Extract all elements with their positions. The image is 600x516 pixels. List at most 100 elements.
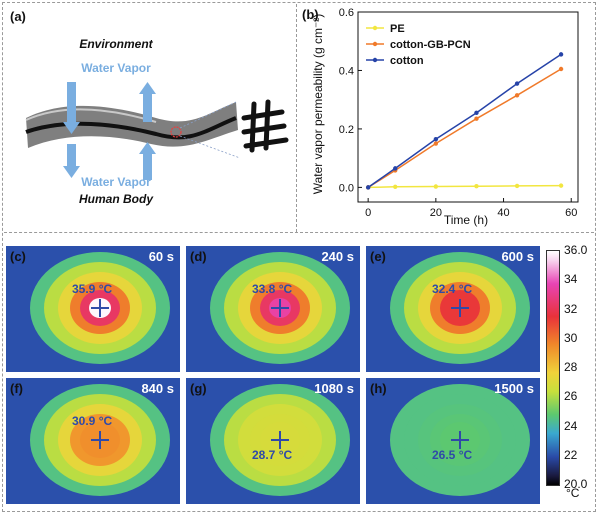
legend-marker	[372, 57, 378, 63]
panel-b-label: (b)	[302, 7, 319, 22]
data-point-cotton	[365, 185, 371, 190]
x-tick-label: 20	[430, 207, 442, 219]
chart-legend: PE cotton-GB-PCN cotton	[366, 23, 471, 67]
thermal-image: (d) 240 s 33.8 °C	[186, 246, 360, 372]
thermal-panel-label: (d)	[190, 249, 207, 264]
legend-marker	[372, 25, 378, 31]
figure-frame	[2, 2, 596, 512]
thermal-temperature-label: 28.7 °C	[252, 448, 293, 462]
chart-axes: 0 20 40 60 0.0 0.2 0.4 0.6	[339, 7, 579, 219]
thermal-heatmap	[6, 378, 180, 504]
thermal-time-label: 600 s	[501, 249, 534, 264]
data-point-cotton-GB-PCN	[514, 93, 520, 98]
plot-frame	[357, 11, 579, 203]
crosshair-icon	[271, 299, 289, 317]
water-vapor-bottom-label: Water Vapor	[81, 175, 151, 189]
colorbar-tick-label: 34	[564, 272, 578, 287]
colorbar-tick-label: 24	[564, 418, 578, 433]
data-point-cotton-GB-PCN	[558, 66, 564, 72]
colorbar-tick-label: 26	[564, 389, 578, 404]
top-divider	[296, 4, 297, 232]
middle-divider	[4, 232, 594, 233]
thermal-image: (e) 600 s 32.4 °C	[366, 246, 540, 372]
legend-label: cotton-GB-PCN	[390, 39, 471, 51]
colorbar-tick-label: 20.0	[564, 477, 588, 491]
crosshair-icon	[451, 431, 469, 449]
series-line-cotton	[367, 53, 562, 188]
magnifier-circle	[170, 126, 182, 138]
thermal-heatmap	[366, 246, 540, 372]
thermal-heatmap	[366, 378, 540, 504]
arrow-up-lower-icon	[139, 142, 156, 180]
permeability-chart: (b) 0 20 40 60 0.0 0.2 0.4 0.6 PE cotton-GB-PCN c…	[302, 7, 579, 227]
data-point-cotton	[474, 110, 479, 116]
data-point-cotton	[514, 81, 520, 86]
colorbar-tick-label: 30	[564, 330, 578, 345]
water-vapor-top-label: Water Vapor	[81, 61, 151, 75]
thermal-panel-label: (g)	[190, 381, 207, 396]
environment-label: Environment	[79, 37, 153, 51]
legend-label: cotton	[390, 55, 424, 67]
thermal-temperature-label: 35.9 °C	[72, 282, 113, 296]
woven-mesh-icon	[241, 99, 289, 153]
arrow-down-icon	[63, 82, 80, 134]
y-tick-label: 0.4	[339, 65, 354, 77]
colorbar-unit: °C	[566, 486, 580, 500]
crosshair-icon	[271, 431, 289, 449]
thermal-image: (g) 1080 s 28.7 °C	[186, 378, 360, 504]
x-tick-label: 40	[497, 207, 509, 219]
thermal-panel-label: (f)	[10, 381, 23, 396]
thermal-panel-label: (e)	[370, 249, 386, 264]
data-point-PE	[514, 183, 520, 189]
crosshair-icon	[91, 431, 109, 449]
thermal-time-label: 240 s	[321, 249, 354, 264]
data-point-cotton	[393, 166, 398, 171]
thermal-panel-label: (h)	[370, 381, 387, 396]
thermal-image: (c) 60 s 35.9 °C	[6, 246, 180, 372]
fabric-highlight	[25, 108, 157, 123]
thermal-temperature-label: 30.9 °C	[72, 414, 113, 428]
chart-xlabel: Time (h)	[444, 213, 488, 227]
data-point-PE	[474, 184, 479, 189]
chart-series	[365, 52, 564, 190]
panel-a-label: (a)	[10, 9, 26, 24]
panel-a-schematic: (a) Environment Water Vapor Water Vapor …	[10, 9, 289, 206]
thermal-image: (f) 840 s 30.9 °C	[6, 378, 180, 504]
series-line-PE	[368, 184, 562, 189]
crosshair-icon	[91, 299, 109, 317]
thermal-heatmap	[186, 378, 360, 504]
legend-marker	[372, 41, 378, 47]
thermal-time-label: 1500 s	[494, 381, 534, 396]
data-point-cotton	[558, 52, 564, 57]
chart-ylabel: Water vapor permeability (g cm⁻²)	[311, 14, 325, 195]
colorbar	[546, 250, 560, 486]
data-point-cotton-GB-PCN	[474, 116, 479, 121]
thermal-panel-label: (c)	[10, 249, 26, 264]
thermal-time-label: 1080 s	[314, 381, 354, 396]
x-tick-label: 0	[365, 207, 371, 219]
colorbar-tick-label: 32	[564, 301, 578, 316]
legend-label: PE	[390, 23, 405, 35]
y-tick-label: 0.2	[339, 124, 354, 136]
arrow-down-lower-icon	[63, 144, 80, 178]
thermal-image: (h) 1500 s 26.5 °C	[366, 378, 540, 504]
data-point-PE	[558, 183, 564, 188]
colorbar-tick-label: 36.0	[564, 243, 588, 257]
fabric-inner-layer	[25, 116, 237, 140]
y-tick-label: 0.0	[339, 182, 354, 194]
thermal-temperature-label: 32.4 °C	[432, 282, 473, 296]
human-body-label: Human Body	[79, 192, 154, 206]
arrow-up-icon	[139, 82, 156, 122]
crosshair-icon	[451, 299, 469, 317]
colorbar-tick-label: 28	[564, 360, 578, 374]
x-tick-label: 60	[565, 207, 577, 219]
thermal-temperature-label: 33.8 °C	[252, 282, 293, 296]
data-point-cotton	[433, 136, 439, 142]
thermal-time-label: 840 s	[141, 381, 174, 396]
data-point-PE	[433, 184, 439, 189]
y-tick-label: 0.6	[339, 7, 354, 19]
thermal-time-label: 60 s	[148, 249, 174, 264]
series-line-cotton-GB-PCN	[367, 68, 562, 189]
thermal-temperature-label: 26.5 °C	[432, 448, 473, 462]
thermal-heatmap	[186, 246, 360, 372]
